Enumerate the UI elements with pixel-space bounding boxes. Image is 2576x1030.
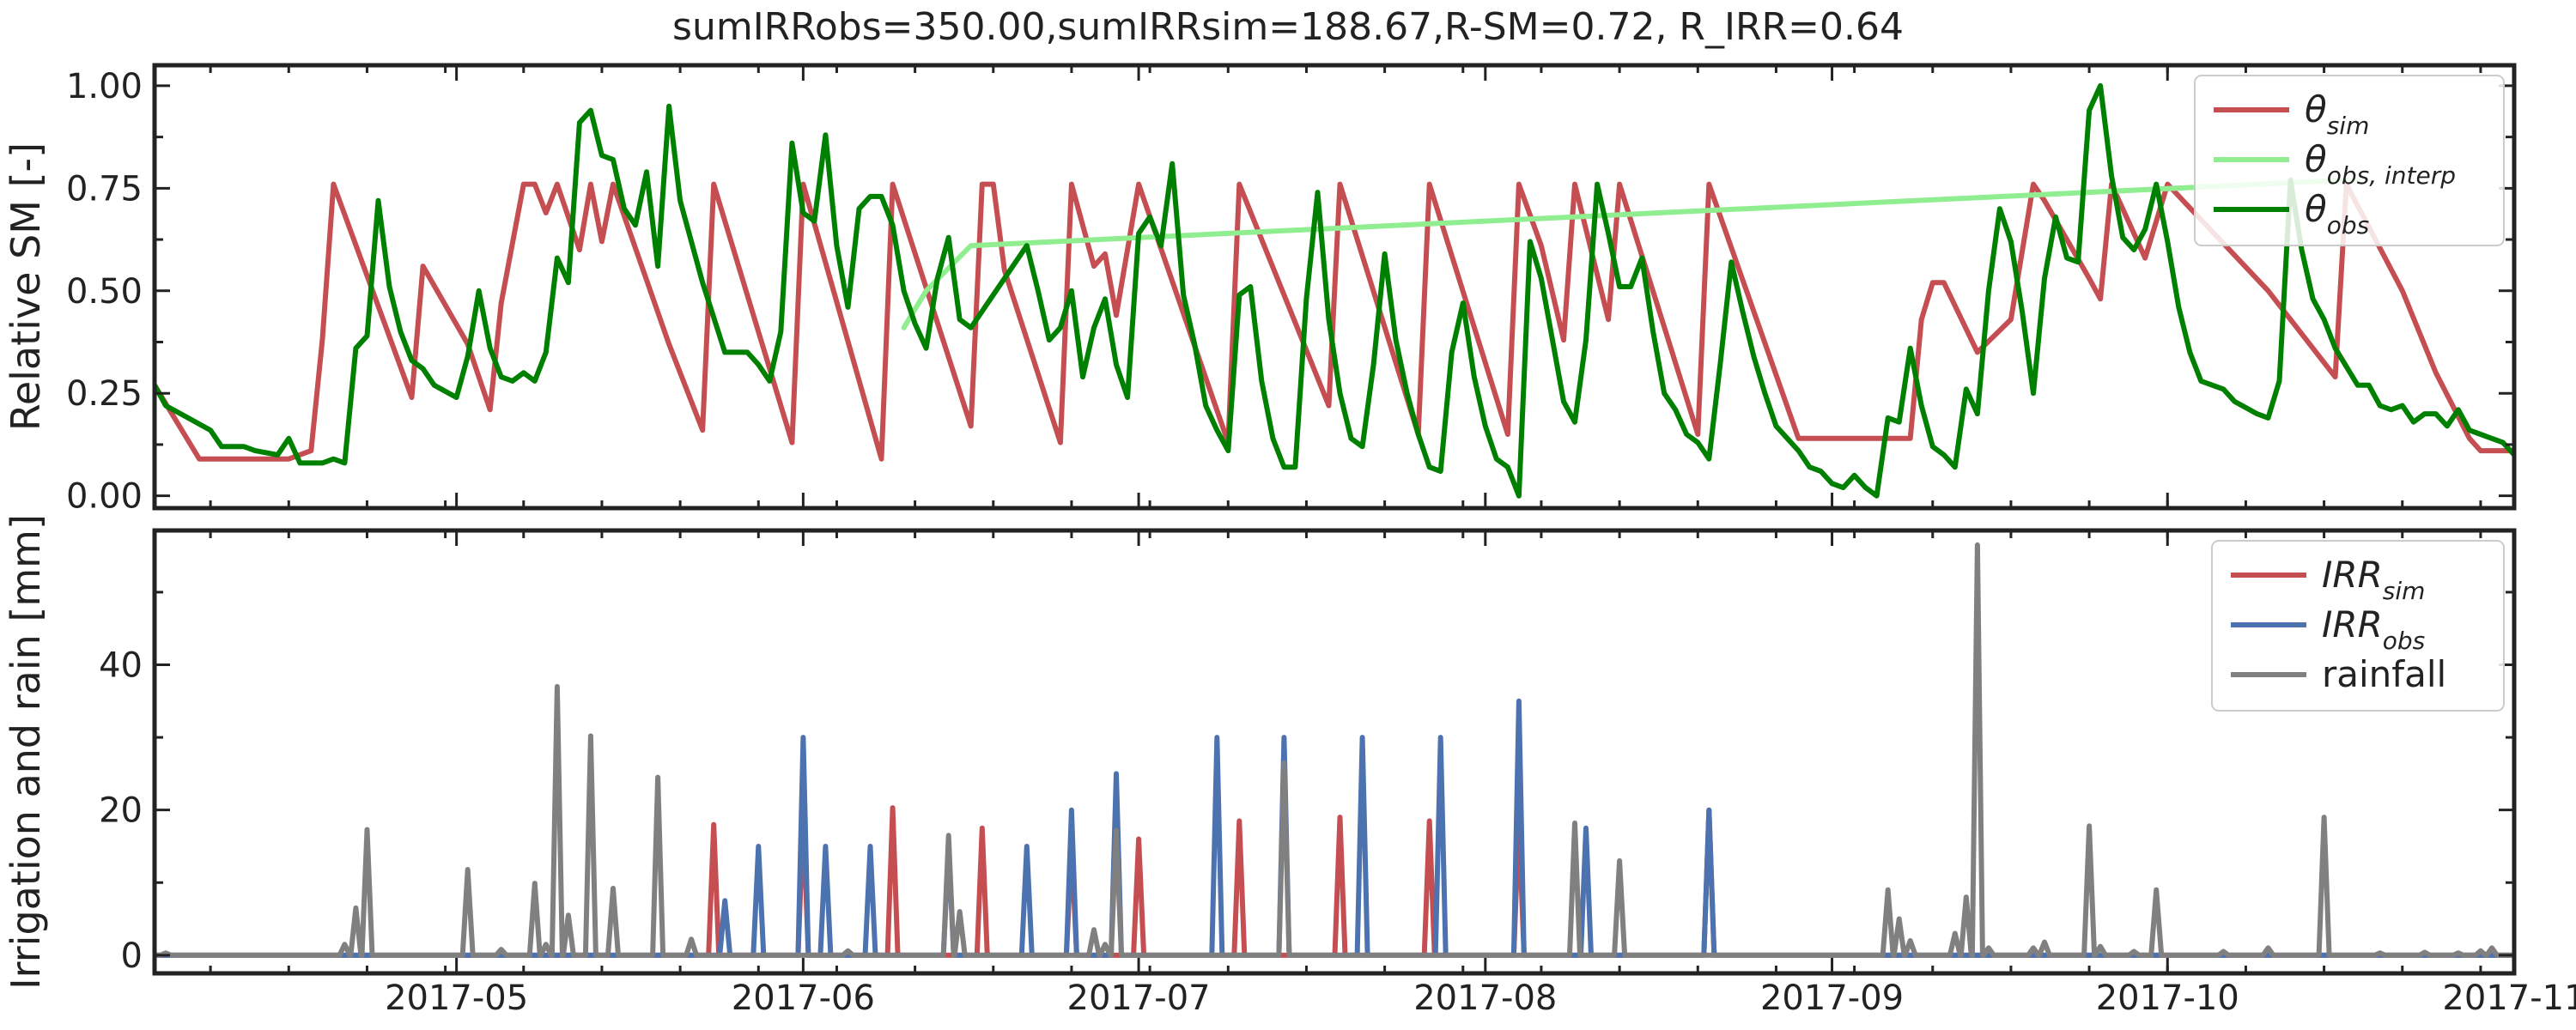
series-line-rainfall	[155, 542, 2514, 958]
series-line-irr-obs	[155, 698, 2514, 958]
x-tick-label: 2017-09	[1760, 978, 1904, 1018]
x-tick-label: 2017-06	[732, 978, 875, 1018]
series-line--sim	[155, 181, 2514, 462]
legend-label-main: IRR	[2322, 554, 2383, 596]
legend-label-main: θ	[2305, 138, 2327, 180]
x-tick-label: 2017-11	[2442, 978, 2576, 1018]
legend-label: θsim	[2305, 88, 2369, 140]
series-line--obs	[155, 82, 2514, 499]
legend-label: θobs	[2305, 188, 2369, 239]
plot-frame	[152, 63, 2517, 511]
legend-label-main: rainfall	[2322, 653, 2446, 695]
series-line--obs-interp	[901, 177, 2360, 330]
legend-label: θobs, interp	[2305, 138, 2456, 190]
legend-box	[2194, 75, 2505, 246]
y-tick-label: 20	[99, 791, 143, 831]
legend-label: IRRsim	[2322, 554, 2425, 605]
chart-title: sumIRRobs=350.00,sumIRRsim=188.67,R-SM=0…	[672, 5, 1904, 49]
irrigation-rain-panel: Irrigation and rain [mm] 02040IRRsimIRRo…	[3, 514, 2517, 990]
legend-label-sub: sim	[2327, 112, 2370, 140]
x-tick-label: 2017-05	[385, 978, 528, 1018]
y-tick-label: 0.50	[66, 272, 143, 312]
y-tick-label: 0.25	[66, 374, 143, 414]
legend-label-main: θ	[2305, 188, 2327, 230]
legend-label-sub: obs	[2327, 211, 2370, 239]
y-axis-label-irrigation-rain: Irrigation and rain [mm]	[3, 514, 49, 990]
series-group	[155, 82, 2514, 499]
series-group	[155, 542, 2514, 958]
plot-frame	[152, 528, 2517, 976]
legend-label-sub: sim	[2383, 577, 2426, 605]
legend-label: IRRobs	[2322, 603, 2425, 655]
soil-moisture-panel: Relative SM [-] 0.000.250.500.751.00θsim…	[3, 63, 2517, 517]
legend-box	[2211, 540, 2505, 712]
y-tick-label: 40	[99, 645, 143, 685]
y-tick-label: 0	[121, 936, 143, 976]
legend-label-main: θ	[2305, 88, 2327, 130]
x-tick-label: 2017-07	[1067, 978, 1211, 1018]
y-tick-label: 0.00	[66, 477, 143, 517]
x-tick-label: 2017-10	[2096, 978, 2239, 1018]
legend-label: rainfall	[2322, 653, 2446, 695]
legend-label-sub: obs	[2383, 627, 2426, 655]
legend-label-main: IRR	[2322, 603, 2383, 645]
y-tick-label: 1.00	[66, 67, 143, 106]
y-tick-label: 0.75	[66, 169, 143, 209]
legend-label-sub: obs, interp	[2327, 161, 2456, 190]
x-tick-label: 2017-08	[1413, 978, 1557, 1018]
y-axis-label-soil-moisture: Relative SM [-]	[3, 142, 49, 431]
